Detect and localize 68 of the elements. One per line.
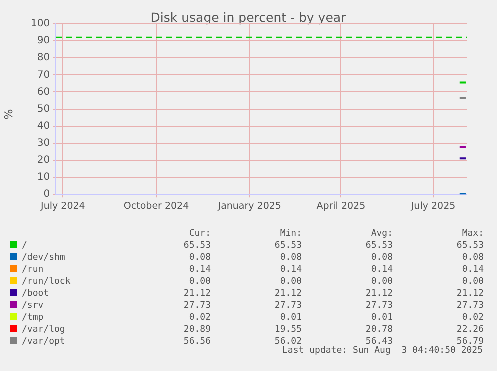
text: 27.73 [274, 300, 302, 312]
text: 0.08 [279, 252, 302, 264]
x-tick-label: January 2025 [217, 200, 282, 212]
y-tick-label: 20 [37, 155, 50, 166]
text: 21.12 [364, 288, 393, 300]
text: 0.02 [461, 312, 484, 324]
y-axis-title: % [2, 109, 16, 120]
y-tick-label: 30 [37, 138, 50, 150]
text: Min: [279, 228, 302, 240]
text: 0.14 [461, 264, 484, 276]
legend-label: /run [21, 264, 45, 276]
legend-label: /tmp [21, 312, 45, 324]
legend-label: /var/opt [21, 336, 66, 348]
text: 0.14 [279, 264, 302, 276]
text: 0.14 [370, 264, 393, 276]
text: 27.73 [364, 300, 393, 312]
text: 0.02 [188, 312, 211, 324]
text: 65.53 [364, 240, 393, 252]
x-tick-label: October 2024 [124, 200, 190, 212]
text: 21.12 [456, 288, 484, 300]
text: 27.73 [456, 300, 484, 312]
text: 0.00 [279, 276, 302, 288]
text: 0.14 [188, 264, 211, 276]
text: 0.00 [188, 276, 211, 288]
y-tick-label: 60 [37, 86, 50, 98]
chart-title: Disk usage in percent - by year [150, 10, 346, 25]
text: 21.12 [274, 288, 302, 300]
y-tick-label: 50 [37, 104, 50, 115]
text: 27.73 [182, 300, 211, 312]
text: 0.08 [461, 252, 484, 264]
x-tick-label: April 2025 [316, 200, 366, 212]
text: Max: [461, 228, 484, 240]
text: 21.12 [182, 288, 211, 300]
legend-label: /srv [21, 300, 45, 312]
legend-label: /boot [21, 288, 50, 300]
text: 56.56 [182, 336, 211, 348]
legend-label: /dev/shm [21, 252, 66, 264]
text: 22.26 [456, 324, 484, 336]
text: Last update: Sun Aug 3 04:40:50 2025 [282, 345, 483, 357]
text: 56.43 [366, 336, 393, 347]
text: 0.00 [461, 276, 484, 288]
text: 56.02 [274, 336, 302, 347]
text: 65.53 [274, 240, 302, 252]
y-tick-label: 10 [37, 172, 50, 184]
x-tick-label: July 2025 [410, 200, 456, 212]
text: 65.53 [182, 240, 211, 252]
text: 20.89 [182, 324, 211, 336]
text: 65.53 [456, 240, 484, 252]
x-tick-label: July 2024 [40, 200, 86, 212]
text: 0.08 [188, 252, 211, 264]
legend-label: /var/log [21, 324, 66, 336]
legend-label: /run/lock [21, 276, 72, 288]
text: 56.79 [456, 336, 484, 347]
text: 19.55 [274, 324, 302, 336]
text: Cur: [188, 228, 211, 240]
text: 0.01 [279, 312, 302, 324]
text: 0.01 [370, 312, 393, 324]
text: Avg: [370, 228, 393, 240]
y-tick-label: 90 [37, 36, 50, 47]
y-tick-label: 70 [37, 70, 50, 81]
text: 0.00 [370, 276, 393, 288]
y-tick-label: 0 [44, 189, 50, 200]
text: 0.08 [370, 252, 393, 264]
text: 20.78 [364, 324, 393, 336]
y-tick-label: 80 [37, 52, 50, 64]
legend-label: / [21, 240, 28, 252]
y-tick-label: 100 [30, 18, 50, 30]
y-tick-label: 40 [37, 120, 50, 132]
